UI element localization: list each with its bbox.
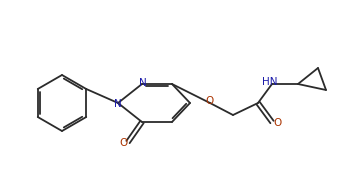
Text: O: O xyxy=(206,96,214,106)
Text: HN: HN xyxy=(262,77,278,87)
Text: N: N xyxy=(139,78,147,88)
Text: O: O xyxy=(120,138,128,148)
Text: N: N xyxy=(114,99,122,109)
Text: O: O xyxy=(274,118,282,128)
